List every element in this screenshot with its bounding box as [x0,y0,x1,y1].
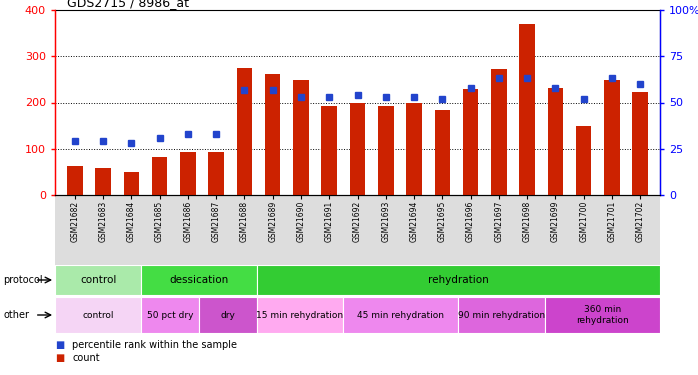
Text: rehydration: rehydration [428,275,489,285]
Bar [378,106,394,195]
Bar [491,69,507,195]
Text: protocol: protocol [3,275,43,285]
Bar [322,106,337,195]
Bar [265,74,281,195]
Bar [350,102,365,195]
Text: percentile rank within the sample: percentile rank within the sample [73,340,237,350]
Bar [142,265,257,295]
Text: 90 min rehydration: 90 min rehydration [458,310,545,320]
Bar [632,92,648,195]
Bar [435,110,450,195]
Bar [293,80,309,195]
Bar [544,297,660,333]
Text: control: control [82,310,114,320]
Bar [96,168,111,195]
Bar [604,80,620,195]
Bar [548,88,563,195]
Text: dry: dry [221,310,235,320]
Bar [257,265,660,295]
Text: 50 pct dry: 50 pct dry [147,310,193,320]
Bar [209,152,224,195]
Bar [237,68,252,195]
Text: 360 min
rehydration: 360 min rehydration [576,305,629,325]
Bar [199,297,257,333]
Text: 15 min rehydration: 15 min rehydration [256,310,343,320]
Text: count: count [73,353,100,363]
Text: dessication: dessication [170,275,229,285]
Bar [257,297,343,333]
Text: GDS2715 / 8986_at: GDS2715 / 8986_at [67,0,189,9]
Text: control: control [80,275,117,285]
Text: other: other [3,310,29,320]
Bar [406,102,422,195]
Text: ■: ■ [55,340,64,350]
Text: ■: ■ [55,353,64,363]
Bar [519,24,535,195]
Bar [459,297,544,333]
Bar [576,126,591,195]
Bar [463,88,478,195]
Bar [67,166,82,195]
Text: 45 min rehydration: 45 min rehydration [357,310,444,320]
Bar [343,297,459,333]
Bar [180,152,195,195]
Bar [124,172,139,195]
Bar [142,297,199,333]
Bar [55,297,142,333]
Bar [152,157,168,195]
Bar [55,265,142,295]
